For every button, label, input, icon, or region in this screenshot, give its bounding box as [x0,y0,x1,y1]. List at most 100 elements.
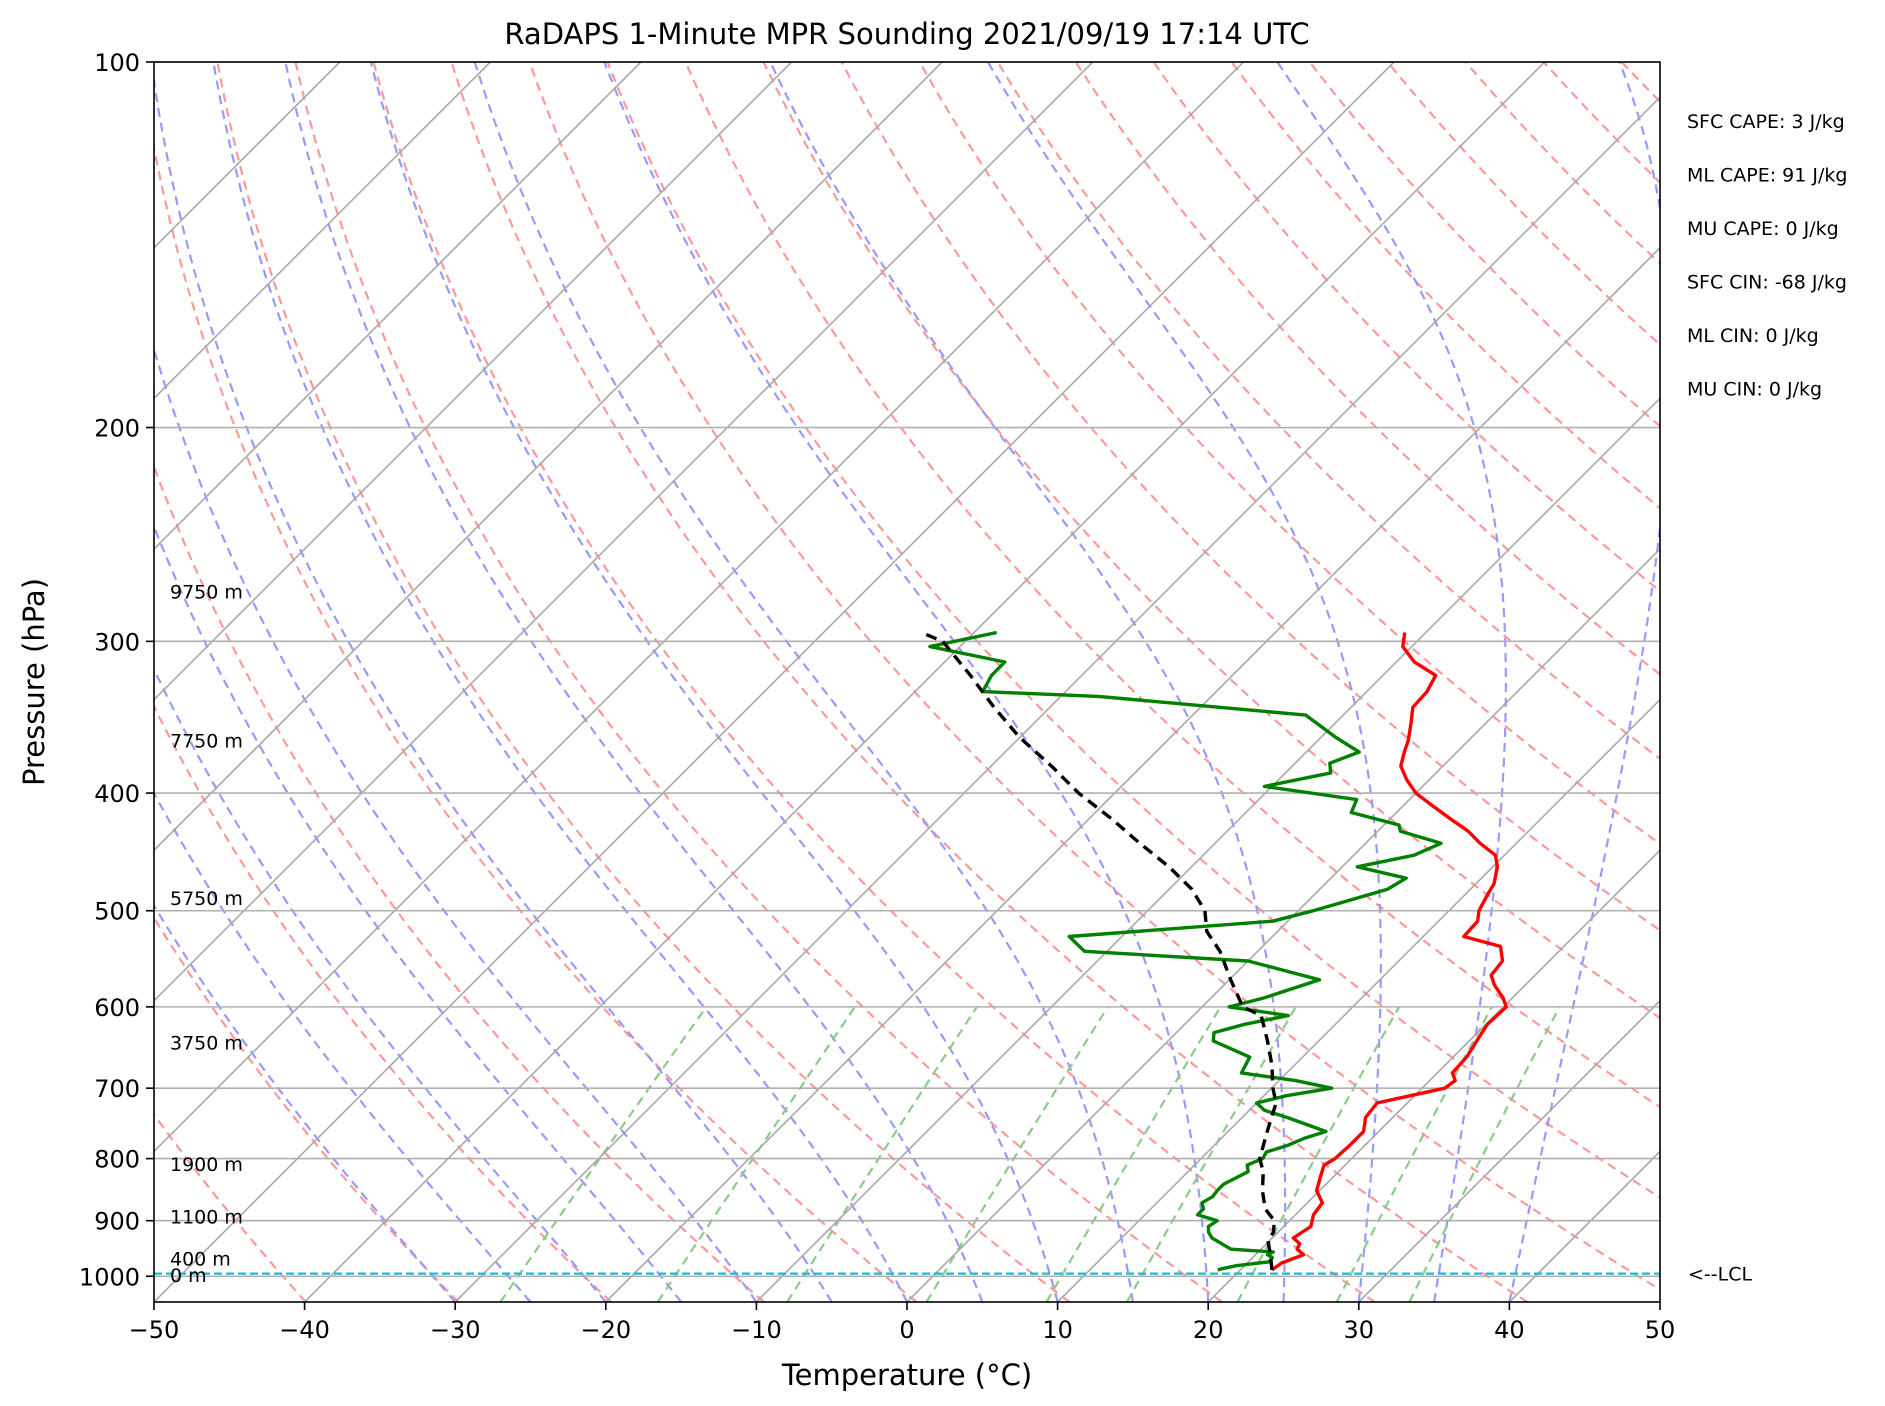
y-axis-label: Pressure (hPa) [17,578,51,786]
isotherm [1508,1150,1660,1302]
moist-adiabat [154,903,457,1302]
x-tick-label: 0 [899,1316,914,1344]
x-tick-label: 50 [1645,1316,1676,1344]
mixing-ratio-line [925,1006,1109,1302]
dry-adiabat [1542,62,1660,185]
moist-adiabat [154,666,607,1302]
height-label: 1900 m [170,1154,243,1176]
stat-line: ML CIN: 0 J/kg [1687,325,1819,347]
moist-adiabat [473,62,1134,1302]
height-label: 0 m [170,1265,207,1287]
dry-adiabat [840,62,1660,932]
moist-adiabat [1276,62,1507,1302]
height-label: 1100 m [170,1207,243,1229]
isotherm [154,62,642,551]
isotherm [605,246,1660,1302]
mixing-ratio-line [1408,1006,1561,1302]
height-label: 3750 m [170,1033,243,1055]
mixing-ratio-line [656,1006,856,1302]
isotherm [154,62,793,701]
isotherm [906,547,1660,1302]
mixing-ratio-line [1236,1006,1401,1302]
dry-adiabat [528,62,1660,1291]
dry-adiabat [372,62,1376,1302]
stat-line: SFC CAPE: 3 J/kg [1687,111,1845,133]
dry-adiabat [1152,62,1660,593]
isotherm [1659,1300,1660,1302]
dry-adiabat [1464,62,1660,265]
sounding-series [920,630,1508,1272]
dry-adiabat [762,62,1660,1020]
moist-adiabat [284,62,984,1302]
dewpoint-line [928,630,1443,1272]
x-tick-label: −40 [279,1316,330,1344]
isotherm [154,62,1395,1302]
dry-adiabat [154,1112,307,1302]
dry-adiabat [216,62,1071,1302]
stat-line: MU CAPE: 0 J/kg [1687,218,1839,240]
dry-adiabat [1620,62,1660,104]
x-tick-label: 20 [1193,1316,1224,1344]
moist-adiabat [603,62,1210,1302]
stat-line: MU CIN: 0 J/kg [1687,379,1822,401]
dry-adiabat [1074,62,1660,676]
mixing-ratio-line [499,1006,708,1302]
stat-line: ML CAPE: 91 J/kg [1687,165,1847,187]
x-tick-label: 30 [1344,1316,1375,1344]
chart-title: RaDAPS 1-Minute MPR Sounding 2021/09/19 … [504,17,1309,51]
isotherm [304,62,1546,1302]
moist-adiabat [154,345,758,1302]
moist-adiabat [769,62,1287,1302]
y-tick-label: 600 [94,994,140,1022]
dry-adiabat [918,62,1660,846]
mixing-ratio-line [1045,1006,1222,1302]
dry-adiabat [450,62,1529,1302]
x-tick-label: 40 [1494,1316,1525,1344]
dry-adiabat [154,463,765,1302]
dry-adiabat [606,62,1660,1199]
x-tick-label: −10 [731,1316,782,1344]
x-axis-label: Temperature (°C) [781,1358,1032,1392]
y-tick-label: 400 [94,780,140,808]
y-tick-label: 1000 [79,1263,140,1291]
x-tick-label: −50 [129,1316,180,1344]
moist-adiabat [986,62,1382,1302]
height-labels: 9750 m 7750 m 5750 m 3750 m 1900 m 1100 m 400 … [170,582,243,1288]
height-label: 5750 m [170,888,243,910]
dry-adiabat [294,62,1223,1302]
x-tick-label: −20 [580,1316,631,1344]
y-axis-ticks: 100 200 300 400 500 600 700 800 900 1000 [79,49,154,1291]
isotherm [154,62,1244,1153]
height-label: 7750 m [170,730,243,752]
moist-adiabat [154,523,682,1302]
temperature-line [1270,632,1508,1272]
y-tick-label: 200 [94,415,140,443]
moist-adiabat [1508,62,1660,1302]
isotherm [454,96,1660,1302]
y-tick-label: 900 [94,1208,140,1236]
y-tick-label: 800 [94,1146,140,1174]
isotherm [1057,698,1660,1302]
y-tick-label: 100 [94,49,140,77]
isotherm [154,62,491,400]
background-lines [154,62,1660,1302]
x-tick-label: −30 [430,1316,481,1344]
x-axis-ticks: −50 −40 −30 −20 −10 0 10 20 30 40 50 [129,1302,1676,1344]
moist-adiabat [154,790,532,1302]
dry-adiabat [1386,62,1660,347]
dry-adiabat [154,915,460,1302]
lcl-label: <--LCL [1688,1264,1752,1286]
stat-line: SFC CIN: -68 J/kg [1687,272,1847,294]
isotherm [755,397,1660,1302]
height-label: 400 m [170,1249,231,1271]
isotherm [154,62,1094,1002]
dry-adiabat [154,704,612,1302]
moist-adiabat [212,62,908,1302]
y-tick-label: 700 [94,1075,140,1103]
dry-adiabat [1308,62,1660,428]
mixing-ratio-line [1335,1006,1493,1302]
dry-adiabat [996,62,1660,760]
isotherm [1358,999,1660,1302]
y-tick-label: 500 [94,898,140,926]
